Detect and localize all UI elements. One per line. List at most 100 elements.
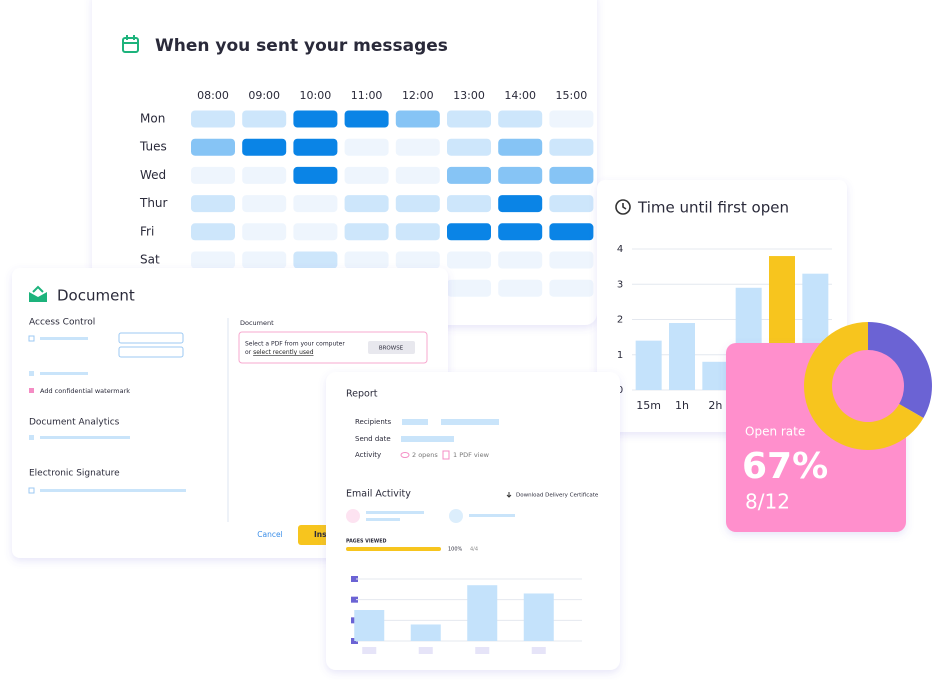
heat-cell [344, 110, 389, 128]
field-label: Send date [355, 435, 391, 443]
y-tick-mark [351, 576, 358, 582]
heat-cell [447, 166, 491, 184]
card [92, 0, 597, 325]
heat-cell [191, 166, 235, 184]
browse-button[interactable] [368, 341, 415, 354]
heat-cell [549, 279, 594, 297]
button-label: BROWSE [379, 346, 404, 352]
open-rate-card: Open rate 67% 8/12 [726, 343, 906, 532]
progress-label: PAGES VIEWED [346, 539, 386, 545]
heat-cell [191, 223, 235, 241]
heat-cell [242, 138, 287, 156]
donut-segment [803, 322, 924, 450]
row-label: Thur [139, 196, 168, 210]
x-tick-label: 2h [708, 399, 722, 412]
calendar-icon [122, 35, 139, 53]
checkbox[interactable] [28, 335, 35, 342]
link[interactable]: select recently used [253, 349, 314, 356]
heat-cell [395, 195, 440, 213]
report-card: Report Recipients Send date Activity 2 o… [326, 372, 620, 670]
heat-cell [344, 138, 389, 156]
heat-cell [447, 251, 491, 269]
card-title: Time until first open [637, 199, 789, 217]
card-title: Document [57, 287, 135, 305]
row-label: Tues [139, 140, 167, 154]
heat-cell [549, 138, 594, 156]
placeholder [40, 489, 186, 492]
heat-cell [191, 195, 235, 213]
placeholder [402, 419, 428, 425]
icon [346, 509, 360, 523]
placeholder [40, 436, 130, 439]
heat-cell [447, 195, 491, 213]
clock-icon [615, 199, 631, 215]
upload-link-line: or select recently used [245, 349, 314, 356]
heat-cell [293, 138, 338, 156]
field-label: Activity [355, 451, 381, 459]
progress-count: 4/4 [470, 547, 478, 553]
heat-cell [395, 138, 440, 156]
heat-cell [447, 279, 491, 297]
document-icon [29, 292, 47, 302]
input[interactable] [118, 346, 184, 358]
bar [669, 323, 695, 390]
heat-cell [498, 110, 543, 128]
y-tick-label: 2 [617, 315, 623, 326]
rate-label: Open rate [745, 425, 805, 439]
column-label: 15:00 [556, 89, 588, 102]
column-label: 09:00 [248, 89, 280, 102]
y-tick-mark [351, 596, 358, 603]
cancel-button[interactable]: Cancel [257, 530, 282, 539]
input[interactable] [118, 332, 184, 344]
heat-cell [344, 166, 389, 184]
heat-cell [191, 251, 235, 269]
bar [467, 585, 498, 641]
progress-bar [346, 547, 441, 551]
heat-cell [293, 110, 338, 128]
heat-cell [498, 138, 543, 156]
heat-cell [447, 110, 491, 128]
column-label: 11:00 [351, 89, 383, 102]
x-label-placeholder [362, 647, 377, 654]
checkbox[interactable] [29, 435, 34, 440]
row-label: Sat [140, 253, 160, 267]
placeholder [441, 419, 499, 425]
column-label: 14:00 [504, 89, 536, 102]
rate-ratio: 8/12 [745, 490, 790, 514]
bar [523, 593, 554, 641]
column-label: 13:00 [453, 89, 485, 102]
checkbox[interactable] [29, 371, 34, 376]
clock-hand [622, 203, 627, 210]
text: or [245, 349, 252, 356]
activity-text: 1 PDF view [453, 451, 490, 459]
x-label-placeholder [475, 647, 490, 654]
card [726, 343, 906, 532]
heat-cell [549, 166, 594, 184]
heat-cell [498, 195, 543, 213]
section-heading: Electronic Signature [29, 469, 120, 479]
placeholder [40, 337, 88, 340]
section-heading: Email Activity [346, 489, 411, 500]
row-label: Wed [140, 168, 166, 182]
heat-cell [344, 195, 389, 213]
column-label: 12:00 [402, 89, 434, 102]
heat-cell [395, 223, 440, 241]
donut-segment [868, 322, 932, 418]
upload-box[interactable] [238, 331, 428, 364]
placeholder [469, 514, 515, 517]
checkbox[interactable] [29, 388, 34, 393]
card-title: When you sent your messages [155, 36, 448, 56]
heat-cell [498, 223, 543, 241]
placeholder [401, 436, 454, 442]
y-tick-label: 1 [617, 350, 623, 361]
donut-chart [803, 322, 932, 450]
heat-cell [447, 223, 491, 241]
heat-cell [293, 166, 338, 184]
placeholder [366, 518, 400, 521]
download-link[interactable]: Download Delivery Certificate [516, 493, 599, 499]
heat-cell [242, 166, 287, 184]
checkbox[interactable] [28, 487, 35, 494]
heat-cell [549, 195, 594, 213]
